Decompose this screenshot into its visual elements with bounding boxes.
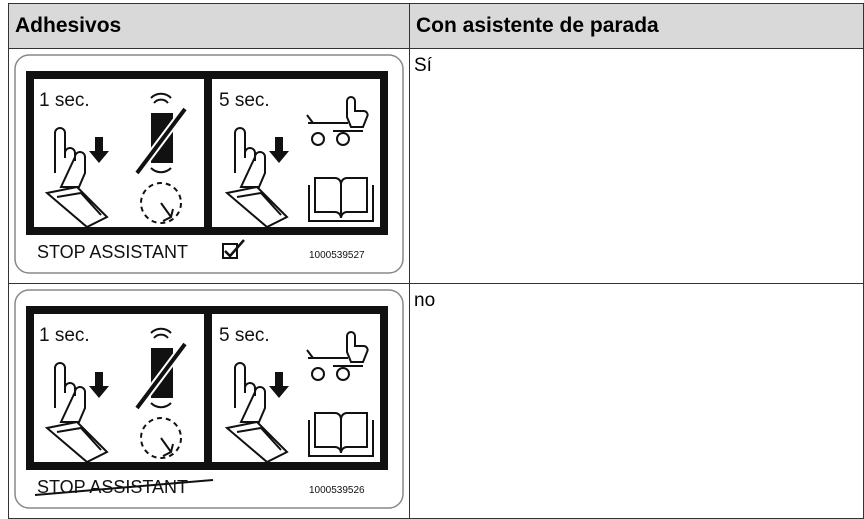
time-label: 1 sec. [39,325,90,346]
table-row: 1 sec. 5 sec. STOP ASSISTANT 1000539527 Sí [8,48,864,284]
time-label: 1 sec. [39,90,90,111]
table-body: 1 sec. 5 sec. STOP ASSISTANT 1000539527 Sí 1… [8,48,864,519]
time-label: 5 sec. [219,90,270,111]
header-cell: Adhesivos [8,3,410,49]
header-cell: Con asistente de parada [409,3,864,49]
sticker: 1 sec. 5 sec. STOP ASSISTANT 1000539526 [14,289,404,509]
checkbox [222,243,238,259]
sticker-icons [14,289,404,509]
strikethrough [34,479,214,496]
sticker-label: STOP ASSISTANT [37,242,188,262]
sticker-code: 1000539526 [309,485,365,496]
header-row: Adhesivos Con asistente de parada [8,3,864,49]
sticker-cell: 1 sec. 5 sec. STOP ASSISTANT 1000539527 [8,48,410,284]
value-cell: no [409,283,864,519]
sticker-icons [14,54,404,274]
sticker-cell: 1 sec. 5 sec. STOP ASSISTANT 1000539526 [8,283,410,519]
sticker-code: 1000539527 [309,250,365,261]
adhesivos-table: Adhesivos Con asistente de parada 1 sec.… [8,3,864,519]
value-cell: Sí [409,48,864,284]
sticker-label: STOP ASSISTANT [37,477,188,497]
checkmark [224,239,245,258]
time-label: 5 sec. [219,325,270,346]
sticker: 1 sec. 5 sec. STOP ASSISTANT 1000539527 [14,54,404,274]
table-row: 1 sec. 5 sec. STOP ASSISTANT 1000539526 no [8,283,864,519]
